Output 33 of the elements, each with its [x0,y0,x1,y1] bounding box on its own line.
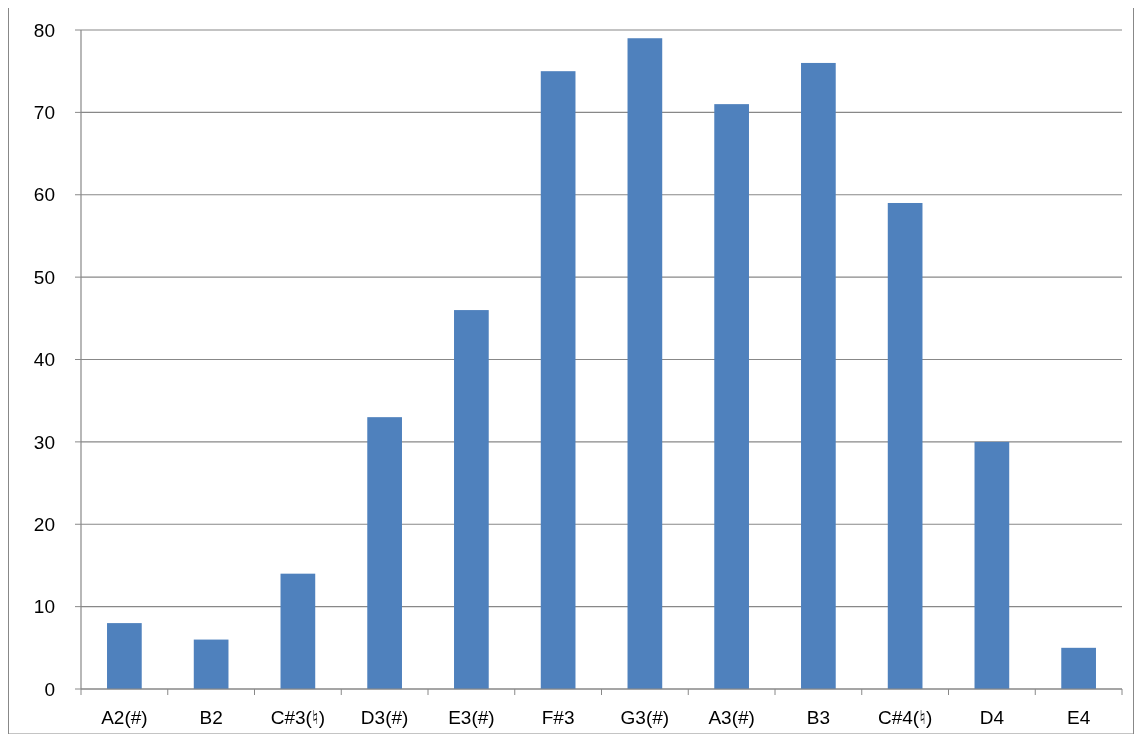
x-tick-label: A2(#) [101,707,148,728]
bar [367,417,402,689]
bar [193,639,229,689]
bar [280,573,316,689]
y-tick-label: 50 [33,266,55,288]
bar [887,202,923,689]
x-tick-label: G3(#) [620,707,670,728]
bar [1061,647,1096,689]
bar [974,441,1010,689]
bar [801,62,836,689]
x-tick-label: D3(#) [360,707,409,728]
bar [454,310,489,689]
y-tick-label: 40 [33,349,55,371]
y-tick-label: 30 [33,431,55,453]
y-tick-label: 60 [33,184,55,206]
x-tick-label: C#4(♮) [877,707,933,728]
x-tick-label: C#3(♮) [270,707,326,728]
bar [714,104,749,689]
x-tick-label: B3 [806,707,830,728]
bar [107,623,142,689]
y-tick-label: 20 [33,513,55,535]
x-tick-label: E3(#) [448,707,495,728]
x-tick-label: F#3 [541,707,575,728]
bar [540,71,576,689]
y-tick-label: 80 [33,19,55,41]
x-tick-label: B2 [199,707,223,728]
x-tick-label: A3(#) [708,707,755,728]
x-tick-label: E4 [1067,707,1091,728]
y-tick-label: 0 [44,678,55,700]
y-tick-label: 70 [33,102,55,124]
y-tick-label: 10 [33,596,55,618]
bar [627,38,663,689]
x-tick-label: D4 [979,707,1005,728]
